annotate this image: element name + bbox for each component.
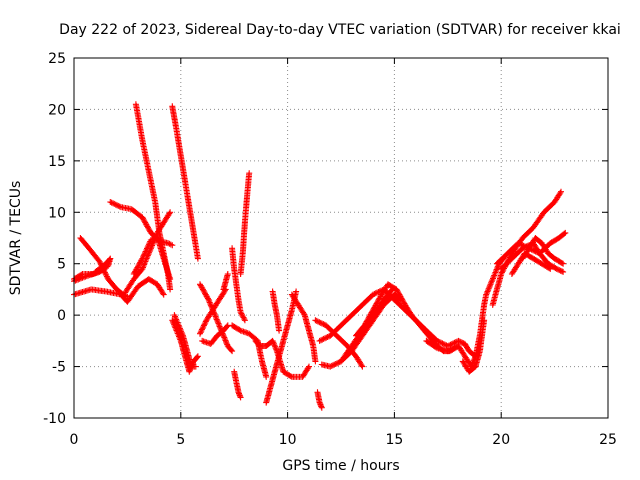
plot-frame	[73, 57, 609, 419]
series-track-7	[132, 101, 174, 293]
series-track-16	[231, 368, 244, 401]
series-track-15	[229, 245, 248, 324]
track-markers	[498, 240, 567, 275]
y-tick-label: 10	[48, 205, 66, 221]
y-tick-label: 20	[48, 102, 66, 118]
track-markers	[132, 101, 174, 293]
series-track-21	[269, 288, 283, 334]
y-tick-label: 25	[48, 51, 66, 67]
series-track-17	[237, 170, 253, 277]
series-track-33	[498, 240, 567, 275]
series-track-8	[169, 103, 201, 262]
track-markers	[229, 245, 248, 324]
track-markers	[231, 368, 244, 401]
track-markers	[508, 250, 554, 277]
track-markers	[169, 103, 201, 262]
series-track-14	[220, 271, 231, 293]
series-track-23	[314, 389, 325, 411]
track-markers	[71, 265, 107, 283]
y-tick-label: -5	[52, 360, 66, 376]
track-markers	[237, 170, 253, 277]
x-axis-label: GPS time / hours	[282, 458, 399, 474]
series-track-35	[508, 250, 554, 277]
y-tick-label: -10	[43, 411, 66, 427]
track-markers	[169, 317, 201, 375]
series-track-10	[171, 312, 199, 370]
series-track-30	[459, 317, 488, 375]
track-markers	[263, 288, 300, 406]
series-track-22	[288, 291, 319, 365]
track-markers	[338, 291, 404, 365]
x-tick-label: 10	[279, 432, 297, 448]
track-markers	[288, 291, 319, 365]
y-tick-label: 5	[57, 257, 66, 273]
track-markers	[199, 322, 231, 347]
track-markers	[77, 235, 131, 300]
track-markers	[459, 317, 488, 375]
series-track-3	[77, 235, 131, 300]
x-tick-label: 20	[492, 432, 510, 448]
series-track-9	[169, 317, 201, 375]
series-track-13	[199, 322, 231, 347]
y-axis-label: SDTVAR / TECUs	[8, 181, 24, 296]
y-tick-label: 15	[48, 154, 66, 170]
x-tick-label: 0	[70, 432, 79, 448]
axes: 0 5 10 15 20 25 -10 -5 0 5 10 15 20 25	[43, 51, 617, 448]
series-track-29	[423, 255, 507, 370]
x-tick-label: 15	[385, 432, 403, 448]
track-markers	[171, 312, 199, 370]
series-track-36	[71, 265, 107, 283]
x-tick-label: 5	[176, 432, 185, 448]
track-markers	[220, 271, 231, 293]
series-track-20	[263, 288, 300, 406]
data-series	[71, 101, 569, 411]
x-tick-label: 25	[599, 432, 617, 448]
chart-title: Day 222 of 2023, Sidereal Day-to-day VTE…	[59, 22, 621, 38]
track-markers	[314, 389, 325, 411]
track-markers	[269, 288, 283, 334]
track-markers	[423, 255, 507, 370]
series-track-27	[338, 291, 404, 365]
y-tick-label: 0	[57, 308, 66, 324]
